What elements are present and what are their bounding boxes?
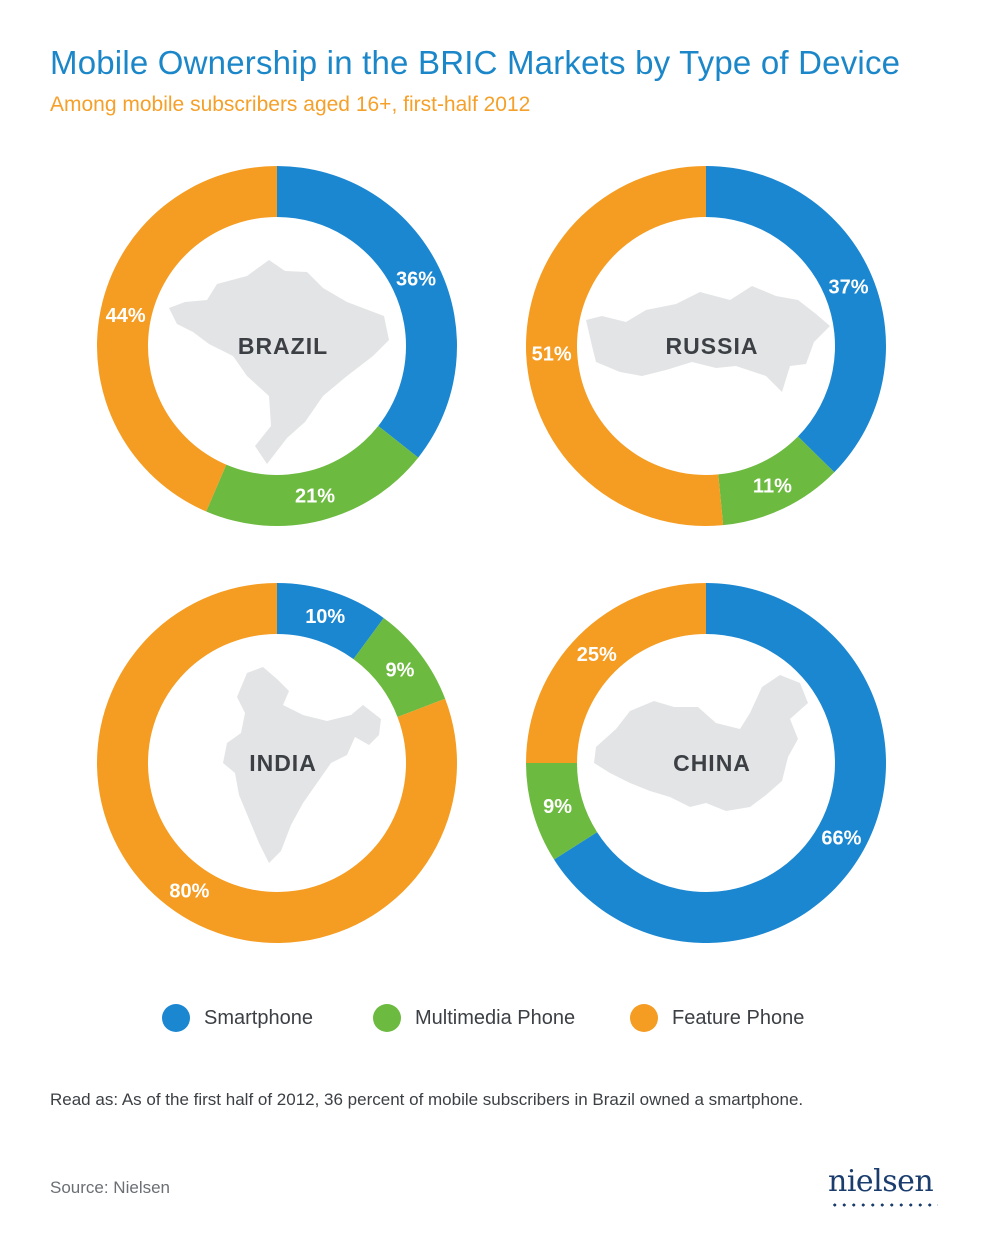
donut-russia: 37% 11% 51% RUSSIA [525, 166, 887, 526]
legend-label-smartphone: Smartphone [204, 1006, 313, 1029]
donut-charts: 36% 21% 44% BRAZIL 37% 11% 51% RUSSIA 10% 9% 80% IN… [96, 166, 887, 944]
donut-segment-brazil-feature-phone [96, 166, 278, 512]
donut-segment-china-multimedia-phone [526, 763, 598, 860]
legend-label-feature: Feature Phone [672, 1006, 805, 1029]
data-label-russia-feature-phone: 51% [532, 343, 572, 365]
legend-swatch-feature [630, 1004, 658, 1032]
source-text: Source: Nielsen [50, 1178, 171, 1197]
chart-title: Mobile Ownership in the BRIC Markets by … [50, 44, 901, 81]
data-label-china-multimedia-phone: 9% [543, 796, 572, 818]
data-label-russia-multimedia-phone: 11% [753, 476, 792, 498]
read-as-note: Read as: As of the first half of 2012, 3… [50, 1090, 804, 1109]
donut-segment-russia-multimedia-phone [718, 436, 835, 526]
data-label-russia-smartphone: 37% [828, 276, 868, 298]
legend-swatch-smartphone [162, 1004, 190, 1032]
data-label-china-smartphone: 66% [821, 827, 861, 849]
data-label-brazil-feature-phone: 44% [106, 305, 146, 327]
data-label-india-multimedia-phone: 9% [385, 659, 414, 681]
donut-segment-russia-smartphone [706, 166, 887, 473]
donut-india: 10% 9% 80% INDIA [97, 583, 457, 943]
legend-label-multimedia: Multimedia Phone [415, 1006, 576, 1029]
donut-segment-india-smartphone [277, 583, 384, 660]
chart-subtitle: Among mobile subscribers aged 16+, first… [50, 93, 531, 116]
data-label-india-smartphone: 10% [305, 606, 345, 628]
data-label-china-feature-phone: 25% [577, 644, 617, 666]
data-label-brazil-multimedia-phone: 21% [295, 486, 335, 508]
nielsen-logo: nielsen [828, 1164, 938, 1210]
legend-swatch-multimedia [373, 1004, 401, 1032]
donut-segment-china-feature-phone [526, 583, 706, 763]
donut-brazil: 36% 21% 44% BRAZIL [96, 166, 457, 526]
country-label-china: CHINA [673, 750, 751, 776]
map-china-silhouette [594, 675, 808, 811]
donut-segment-russia-feature-phone [525, 166, 724, 526]
data-label-brazil-smartphone: 36% [396, 269, 436, 291]
donut-segment-brazil-multimedia-phone [206, 425, 419, 526]
country-label-brazil: BRAZIL [238, 333, 328, 359]
legend-item-smartphone: Smartphone [162, 1004, 313, 1032]
map-russia-silhouette [586, 286, 830, 392]
data-label-india-feature-phone: 80% [169, 880, 209, 902]
logo-text: nielsen [828, 1164, 934, 1199]
legend-item-feature: Feature Phone [630, 1004, 804, 1032]
map-india-silhouette [223, 667, 381, 863]
donut-segment-brazil-smartphone [277, 166, 457, 458]
map-brazil-silhouette [169, 260, 389, 464]
donut-segment-china-smartphone [554, 583, 887, 944]
logo-dots [830, 1202, 938, 1208]
donut-china: 66% 9% 25% CHINA [526, 583, 887, 944]
legend: Smartphone Multimedia Phone Feature Phon… [0, 1004, 984, 1038]
country-label-russia: RUSSIA [666, 333, 759, 359]
legend-item-multimedia: Multimedia Phone [373, 1004, 575, 1032]
country-label-india: INDIA [249, 750, 317, 776]
donut-segment-india-multimedia-phone [353, 618, 446, 717]
